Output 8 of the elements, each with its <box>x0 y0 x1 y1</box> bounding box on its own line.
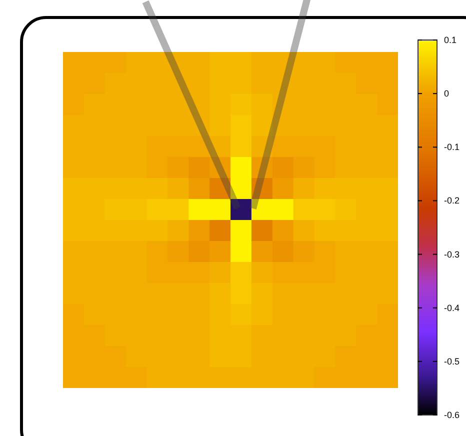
color-bar-label: -0.4 <box>444 302 460 313</box>
color-bar-label: -0.3 <box>444 249 460 260</box>
color-bar-label: 0 <box>444 88 450 99</box>
color-bar-label: -0.2 <box>444 196 460 206</box>
color-bar-label: -0.1 <box>444 142 460 152</box>
color-bar-label: -0.6 <box>444 410 460 420</box>
color-bar-label: -0.5 <box>444 356 460 366</box>
color-bar-label: 0.1 <box>444 35 457 45</box>
